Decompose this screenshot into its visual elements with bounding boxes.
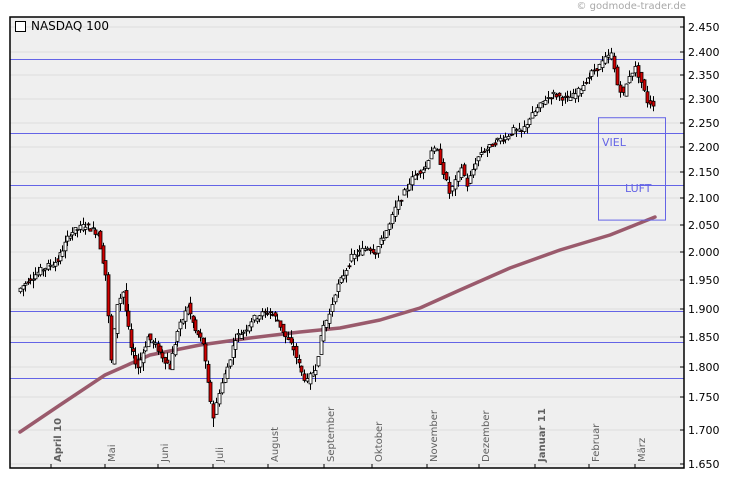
plot-frame: [9, 16, 685, 469]
y-tick-label: 1.850: [688, 331, 720, 344]
y-tick-label: 1.800: [688, 361, 720, 374]
plot-background: [10, 17, 684, 468]
x-tick-label: April 10: [53, 418, 64, 462]
annotation-box: VIEL LUFT: [598, 117, 666, 221]
y-tick-label: 2.350: [688, 69, 720, 82]
x-tick-label: November: [429, 409, 440, 462]
y-tick-label: 1.700: [688, 424, 720, 437]
y-tick-label: 2.200: [688, 141, 720, 154]
moving-average-line: [18, 215, 657, 434]
y-tick-label: 1.750: [688, 391, 720, 404]
y-tick-label: 2.450: [688, 21, 720, 34]
x-tick-label: August: [270, 427, 281, 462]
x-tick-label: Januar 11: [537, 408, 548, 463]
copyright-notice: © godmode-trader.de: [576, 1, 687, 12]
y-tick-label: 1.900: [688, 303, 720, 316]
x-tick-label: März: [637, 438, 648, 462]
x-tick-label: Dezember: [481, 410, 492, 462]
annotation-text-luft: LUFT: [625, 182, 652, 195]
x-tick-label: Oktober: [374, 421, 385, 462]
legend-swatch-icon: [15, 20, 26, 32]
x-tick-label: September: [326, 406, 337, 462]
y-tick-label: 1.950: [688, 274, 720, 287]
x-axis-ticks: [50, 464, 636, 468]
legend-label: NASDAQ 100: [31, 19, 109, 33]
y-tick-label: 1.650: [688, 458, 720, 471]
legend: NASDAQ 100: [15, 19, 109, 33]
x-tick-label: Mai: [107, 444, 118, 462]
y-tick-label: 2.000: [688, 246, 720, 259]
y-axis: 2.450 2.400 2.350 2.300 2.250 2.200 2.150 2.100…: [680, 21, 720, 471]
annotation-text-viel: VIEL: [602, 136, 627, 149]
y-tick-label: 2.100: [688, 192, 720, 205]
annotation-rectangle: [598, 117, 666, 221]
horizontal-resistance-lines: [10, 59, 684, 379]
y-tick-label: 2.300: [688, 93, 720, 106]
y-tick-label: 2.050: [688, 219, 720, 232]
x-tick-label: Juni: [160, 444, 171, 463]
y-tick-label: 2.400: [688, 46, 720, 59]
x-axis-labels: April 10 Mai Juni Juli August September Oktobe…: [53, 406, 648, 463]
y-tick-label: 2.150: [688, 166, 720, 179]
x-tick-label: Februar: [591, 423, 602, 462]
y-tick-label: 2.250: [688, 117, 720, 130]
candles: [18, 47, 656, 428]
x-tick-label: Juli: [215, 447, 226, 463]
